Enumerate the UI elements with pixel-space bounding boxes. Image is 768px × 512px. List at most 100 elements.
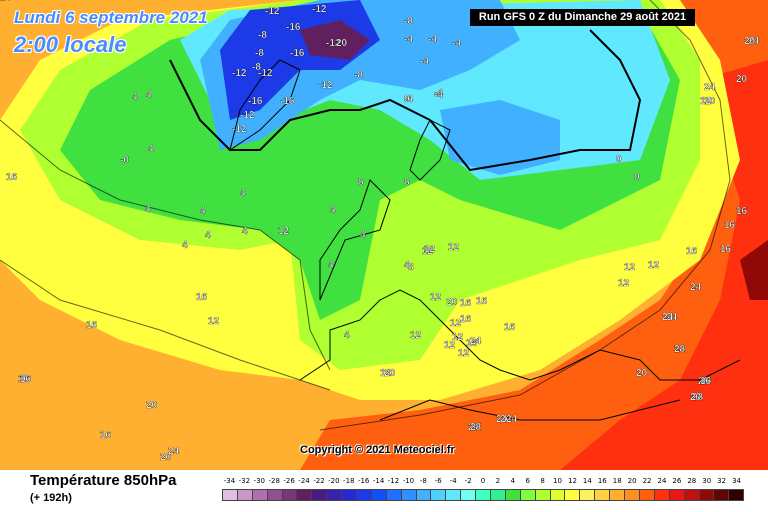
temperature-value: 20 (336, 38, 348, 49)
hot-zone-east (300, 0, 768, 470)
legend-footer: Température 850hPa (+ 192h) -34 -32 -30 -28… (0, 470, 768, 512)
legend-label: -22 (313, 477, 325, 485)
legend-label: -34 (223, 477, 236, 485)
temperature-value: 8 (358, 177, 364, 188)
temperature-value: 20 (160, 452, 172, 463)
temperature-value: 24 (700, 376, 712, 387)
temperature-value: 12 (618, 278, 630, 289)
legend-swatch (385, 489, 401, 501)
legend-label: -4 (449, 477, 457, 485)
temperature-value: 24 (470, 336, 482, 347)
legend-swatch (490, 489, 505, 501)
temperature-value: 16 (686, 246, 698, 257)
temperature-value: 12 (448, 242, 460, 253)
legend-swatch (400, 489, 416, 501)
temperature-value: 4 (328, 260, 334, 271)
temperature-value: 12 (444, 340, 456, 351)
temperature-value: 4 (240, 188, 246, 199)
legend-swatch (236, 489, 252, 501)
legend-label: 32 (717, 477, 727, 485)
temperature-value: -12 (232, 68, 247, 79)
legend-label: 6 (525, 477, 530, 485)
legend-swatch (356, 489, 371, 501)
temperature-value: 20 (736, 74, 748, 85)
legend-swatch (430, 489, 446, 501)
legend-swatch (504, 489, 520, 501)
temperature-value: -0 (120, 155, 129, 166)
legend-label: -16 (357, 477, 370, 485)
temperature-value: -16 (286, 22, 301, 33)
temperature-value: -8 (258, 30, 267, 41)
legend-swatch (668, 489, 684, 501)
legend-swatch (728, 489, 745, 501)
legend-label: -6 (434, 477, 442, 485)
coldest-core (300, 20, 370, 60)
temperature-value: -12 (326, 38, 341, 49)
legend-scale-labels: -34 -32 -30 -28 -26 -24 -22 -20 -18 -16 -14 -12 -10-… (222, 477, 744, 487)
temperature-value: 20 (446, 297, 458, 308)
temperature-value: -4 (434, 90, 443, 101)
legend-swatch (341, 489, 357, 501)
legend-label: -14 (372, 477, 385, 485)
legend-label: 0 (480, 477, 486, 485)
temperature-value: 12 (450, 318, 462, 329)
temperature-value: 20 (146, 400, 158, 411)
temperature-value: 24 (674, 344, 686, 355)
isotherm-line (319, 0, 731, 431)
legend-label: -20 (328, 477, 340, 485)
temperature-value: -4 (428, 34, 437, 45)
legend-swatch (594, 489, 610, 501)
legend-swatch (638, 489, 654, 501)
temperature-value: 0 (404, 94, 410, 105)
temperature-value: 12 (208, 316, 220, 327)
temperature-value: 24 (470, 422, 482, 433)
legend-swatch (564, 489, 580, 501)
temperature-value: 20 (744, 36, 756, 47)
temperature-value: 20 (500, 414, 512, 425)
temperature-value: 4 (344, 330, 350, 341)
temperature-value: 8 (408, 262, 414, 273)
legend-swatch (326, 489, 342, 501)
legend-swatch (296, 489, 312, 501)
temperature-value: 12 (648, 260, 660, 271)
scandinavia (409, 119, 451, 181)
temperature-value: 28 (0, 0, 12, 3)
legend-swatch (475, 489, 491, 501)
legend-swatch (281, 489, 297, 501)
temperature-value: 16 (724, 220, 736, 231)
temperature-value: 12 (458, 348, 470, 359)
legend-label: -12 (387, 477, 400, 485)
legend-swatch (445, 489, 461, 501)
legend-label: -18 (343, 477, 355, 485)
temperature-value: 4 (360, 230, 366, 241)
legend-swatch (579, 489, 595, 501)
temperature-value: 8 (404, 177, 410, 188)
legend-label: -30 (253, 477, 265, 485)
temperature-value: -12 (240, 110, 255, 121)
temperature-value: -12 (265, 6, 280, 17)
temperature-value: 4 (404, 260, 410, 271)
legend-label: 18 (612, 477, 622, 485)
temperature-value: 0 (616, 154, 622, 165)
legend-label: -28 (268, 477, 280, 485)
temperature-value: 20 (636, 368, 648, 379)
legend-swatch (698, 489, 714, 501)
temperature-value: -12 (258, 68, 273, 79)
temperature-value: 4 (182, 240, 188, 251)
legend-swatch (549, 489, 565, 501)
legend-label: 26 (672, 477, 682, 485)
temperature-value: -4 (452, 38, 461, 49)
temperature-value: 12 (700, 96, 712, 107)
temperature-value: -4 (434, 88, 443, 99)
isotherm-line (0, 259, 331, 391)
temperature-value: 16 (196, 292, 208, 303)
forecast-offset: (+ 192h) (30, 492, 72, 504)
greenland-coast (229, 59, 301, 152)
temperature-value: -16 (280, 96, 295, 107)
temperature-value: 16 (466, 338, 478, 349)
temperature-value: -8 (404, 16, 413, 27)
legend-swatch (266, 489, 282, 501)
legend-label: -26 (283, 477, 295, 485)
forecast-date: Lundi 6 septembre 2021 (14, 8, 208, 27)
hotter-zone-east (560, 60, 768, 470)
